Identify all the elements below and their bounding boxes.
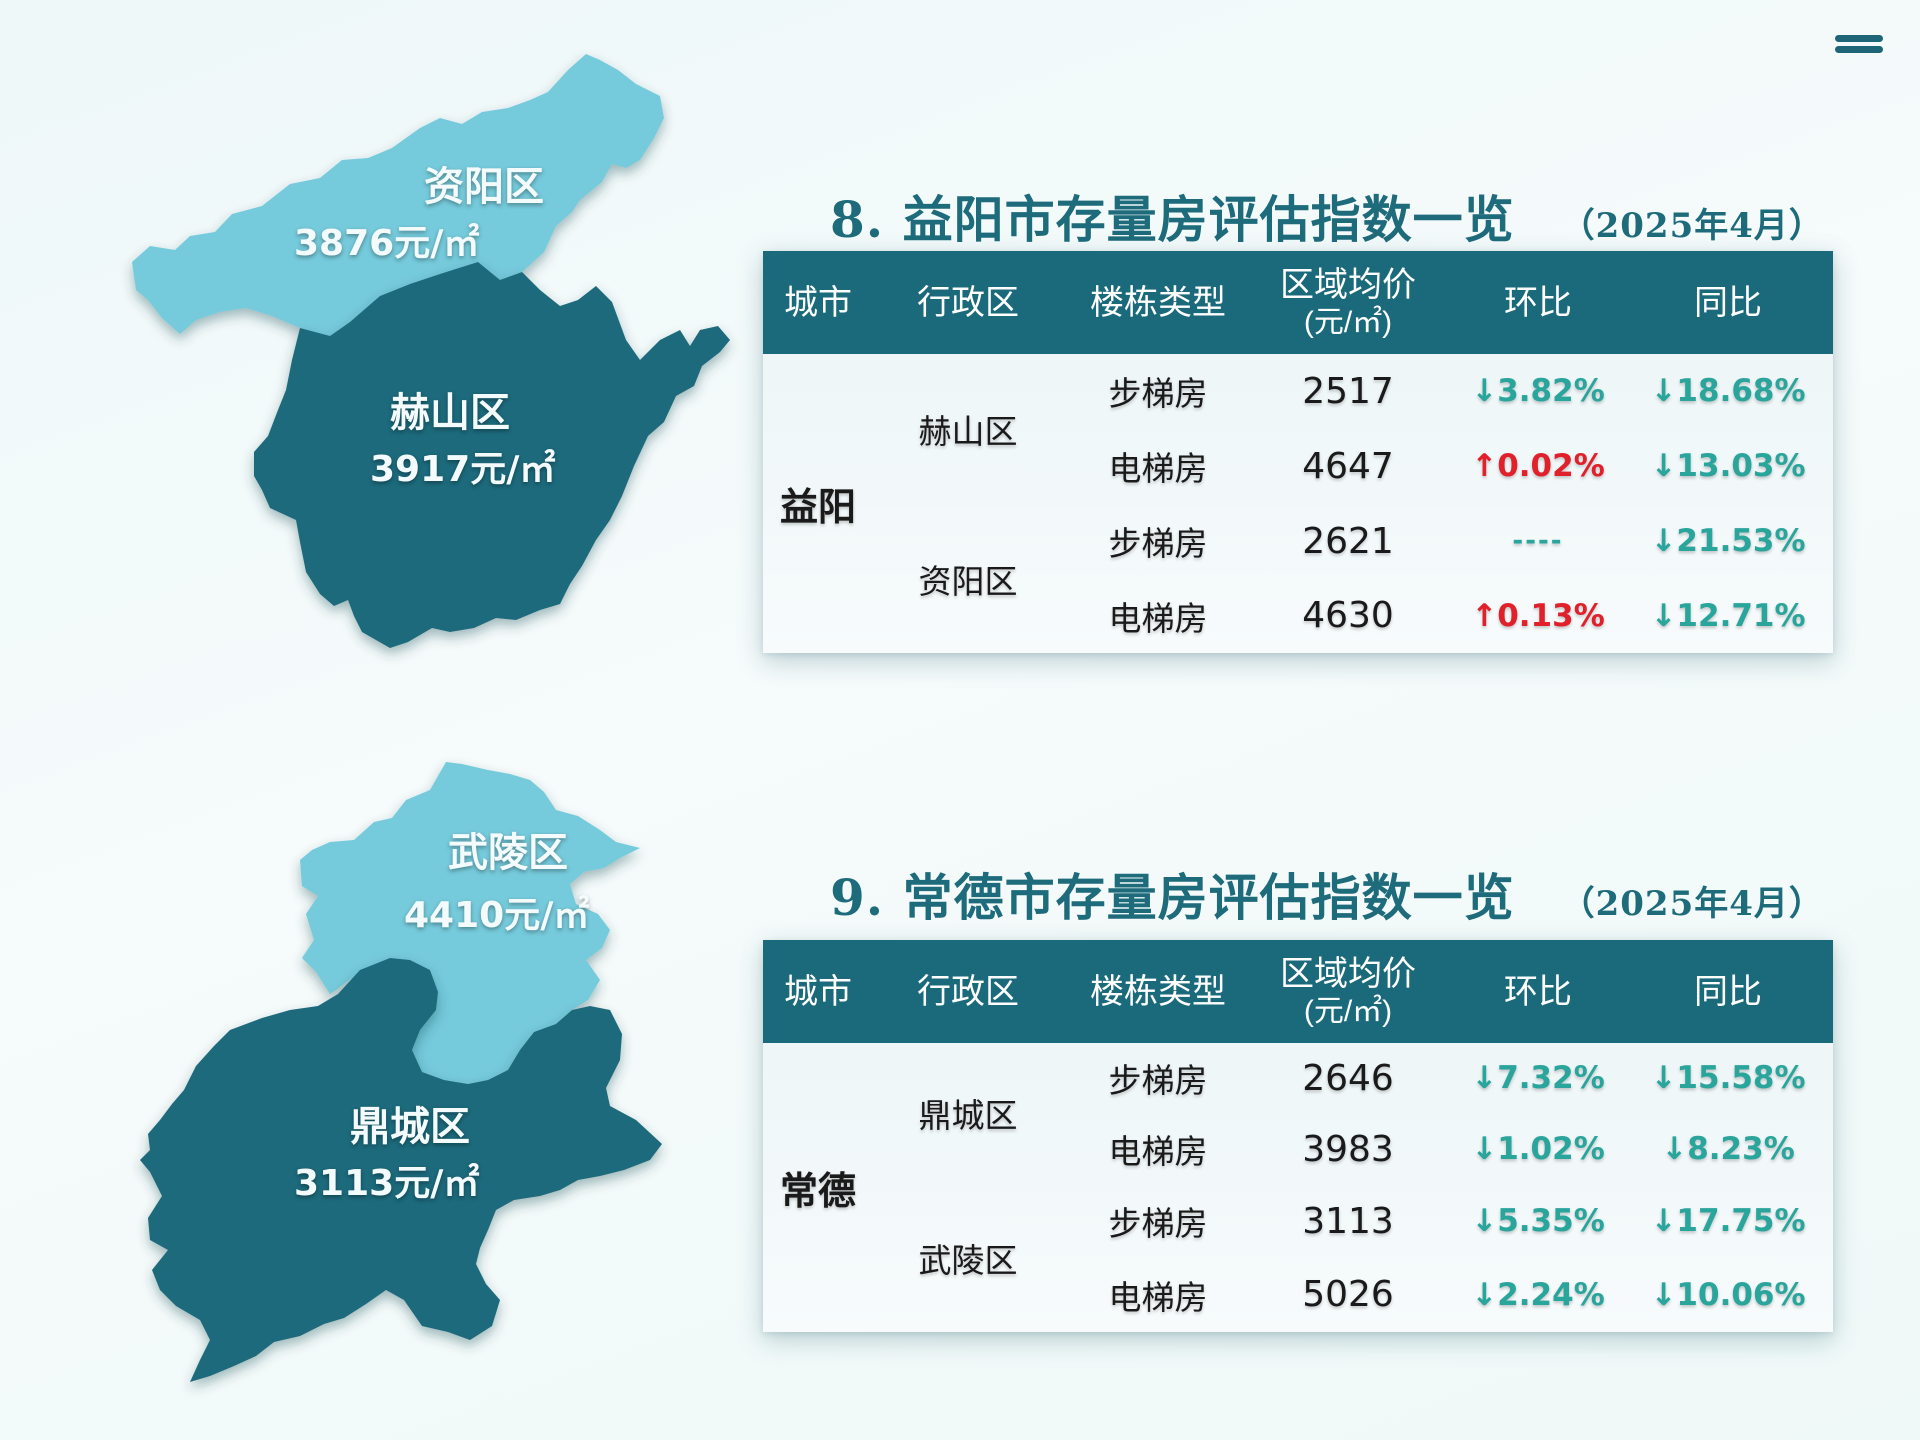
- header-yoy: 同比: [1633, 251, 1823, 354]
- district-maps: 资阳区 3876元/㎡ 赫山区 3917元/㎡ 武陵区 4410元/㎡ 鼎城区 …: [0, 0, 760, 1440]
- header-yoy: 同比: [1633, 940, 1823, 1043]
- table2-row4-price: 5026: [1302, 1274, 1394, 1315]
- ziyang-district-shape: [132, 54, 664, 336]
- table1-row3-yoy: ↓21.53%: [1650, 523, 1806, 559]
- header-mom: 环比: [1443, 940, 1633, 1043]
- table2-row2-price: 3983: [1302, 1128, 1394, 1170]
- header-type: 楼栋类型: [1063, 940, 1253, 1043]
- header-price-label: 区域均价: [1280, 265, 1416, 304]
- table2-row1-type: 步梯房: [1108, 1061, 1208, 1100]
- header-district-label: 行政区: [917, 972, 1019, 1011]
- header-city-label: 城市: [784, 972, 852, 1011]
- header-city-label: 城市: [784, 283, 852, 322]
- menu-icon[interactable]: [1835, 33, 1883, 57]
- table1-district-1: 赫山区: [918, 412, 1018, 451]
- table2-row1-price: 2646: [1302, 1057, 1394, 1099]
- table1-district-2: 资阳区: [918, 561, 1018, 601]
- map-shapes: [132, 54, 730, 1382]
- dingcheng-price: 3113元/㎡: [294, 1163, 480, 1204]
- table2-row3-type: 步梯房: [1108, 1204, 1208, 1243]
- table2-row1-yoy: ↓15.58%: [1650, 1060, 1806, 1096]
- heshan-name: 赫山区: [390, 390, 510, 436]
- table1-date: （2025年4月）: [1560, 206, 1824, 246]
- menu-bar: [1835, 35, 1883, 42]
- header-yoy-label: 同比: [1694, 283, 1762, 322]
- ziyang-name: 资阳区: [424, 164, 544, 210]
- table1-title-text: 8. 益阳市存量房评估指数一览: [830, 190, 1515, 249]
- table1-row4-type: 电梯房: [1108, 598, 1208, 638]
- table1-row2-price: 4647: [1302, 445, 1394, 487]
- header-price-label: 区域均价: [1280, 954, 1416, 993]
- header-district-label: 行政区: [917, 283, 1019, 322]
- table1-row1-type: 步梯房: [1108, 374, 1208, 413]
- header-city: 城市: [763, 251, 873, 354]
- table2-row3-price: 3113: [1302, 1200, 1394, 1242]
- table1-city: 益阳: [779, 485, 856, 529]
- ziyang-price: 3876元/㎡: [294, 223, 480, 264]
- dingcheng-district-shape: [140, 958, 662, 1382]
- table1-row1-price: 2517: [1302, 370, 1394, 412]
- table1-row4-yoy: ↓12.71%: [1650, 597, 1806, 634]
- table2-card: 城市 行政区 楼栋类型 区域均价 (元/㎡) 环比 同比 常德 鼎城区 武陵区 步…: [763, 940, 1833, 1332]
- heshan-district-shape: [254, 262, 730, 648]
- table1-row2-yoy: ↓13.03%: [1650, 448, 1806, 484]
- table1-header: 城市 行政区 楼栋类型 区域均价 (元/㎡) 环比 同比: [763, 251, 1833, 354]
- table2-title: 9. 常德市存量房评估指数一览 （2025年4月）: [830, 858, 1824, 930]
- header-district: 行政区: [873, 940, 1063, 1043]
- header-mom: 环比: [1443, 251, 1633, 354]
- table1-row4-mom: ↑0.13%: [1471, 597, 1605, 634]
- table2-row4-yoy: ↓10.06%: [1650, 1276, 1806, 1313]
- table2-title-text: 9. 常德市存量房评估指数一览: [830, 868, 1515, 927]
- table2-district-1: 鼎城区: [918, 1096, 1018, 1135]
- header-price: 区域均价 (元/㎡): [1253, 251, 1443, 354]
- table2-header: 城市 行政区 楼栋类型 区域均价 (元/㎡) 环比 同比: [763, 940, 1833, 1043]
- header-city: 城市: [763, 940, 873, 1043]
- header-mom-label: 环比: [1504, 283, 1572, 322]
- dingcheng-name: 鼎城区: [350, 1104, 470, 1150]
- wuling-district-shape: [300, 762, 640, 1084]
- table2-row3-mom: ↓5.35%: [1471, 1203, 1605, 1239]
- header-price-unit: (元/㎡): [1303, 305, 1393, 339]
- table1-title: 8. 益阳市存量房评估指数一览 （2025年4月）: [830, 180, 1824, 252]
- table1-row3-price: 2621: [1302, 520, 1394, 562]
- table1-row3-type: 步梯房: [1108, 524, 1208, 563]
- table1-row4-price: 4630: [1302, 595, 1394, 636]
- header-price: 区域均价 (元/㎡): [1253, 940, 1443, 1043]
- table2-date: （2025年4月）: [1560, 884, 1824, 924]
- header-type-label: 楼栋类型: [1090, 283, 1226, 322]
- heshan-price: 3917元/㎡: [370, 449, 556, 490]
- table2-row3-yoy: ↓17.75%: [1650, 1203, 1806, 1239]
- header-price-unit: (元/㎡): [1303, 994, 1393, 1028]
- menu-bar: [1835, 46, 1883, 53]
- header-district: 行政区: [873, 251, 1063, 354]
- table1-row2-mom: ↑0.02%: [1471, 448, 1605, 484]
- header-type: 楼栋类型: [1063, 251, 1253, 354]
- table2-row4-type: 电梯房: [1108, 1277, 1208, 1317]
- table2-row2-yoy: ↓8.23%: [1661, 1131, 1795, 1167]
- header-type-label: 楼栋类型: [1090, 972, 1226, 1011]
- wuling-price: 4410元/㎡: [404, 895, 590, 936]
- table1-row1-mom: ↓3.82%: [1471, 373, 1605, 409]
- table2-row2-type: 电梯房: [1108, 1132, 1208, 1171]
- table2-row1-mom: ↓7.32%: [1471, 1060, 1605, 1096]
- table2-city: 常德: [779, 1169, 856, 1213]
- table1-row3-mom: ----: [1512, 526, 1564, 556]
- wuling-name: 武陵区: [448, 830, 568, 876]
- table2-district-2: 武陵区: [918, 1240, 1018, 1280]
- table2-row4-mom: ↓2.24%: [1471, 1276, 1605, 1313]
- table2-row2-mom: ↓1.02%: [1471, 1131, 1605, 1167]
- header-yoy-label: 同比: [1694, 972, 1762, 1011]
- table1-row1-yoy: ↓18.68%: [1650, 373, 1806, 409]
- table2-body: 常德 鼎城区 武陵区 步梯房 2646 ↓7.32% ↓15.58% 电梯房 3…: [763, 1043, 1833, 1332]
- table1-card: 城市 行政区 楼栋类型 区域均价 (元/㎡) 环比 同比 益阳 赫山区 资阳区 步…: [763, 251, 1833, 653]
- table1-row2-type: 电梯房: [1108, 449, 1208, 488]
- header-mom-label: 环比: [1504, 972, 1572, 1011]
- table1-body: 益阳 赫山区 资阳区 步梯房 2517 ↓3.82% ↓18.68% 电梯房 4…: [763, 354, 1833, 653]
